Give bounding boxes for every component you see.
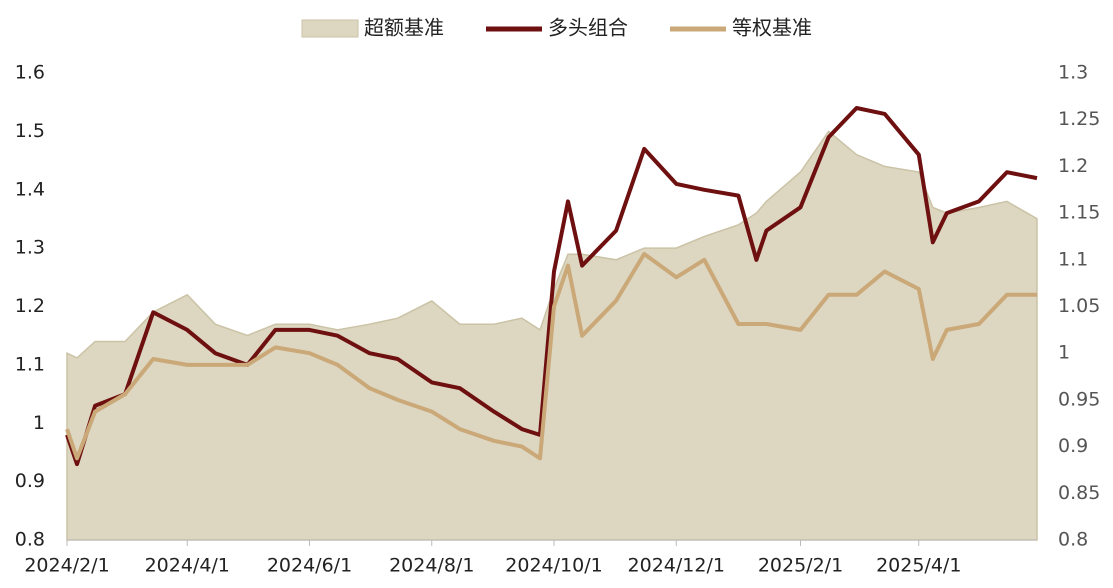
y2-tick-label: 0.9	[1058, 435, 1088, 457]
y-tick-label: 0.9	[15, 470, 45, 492]
y-tick-label: 1.2	[15, 295, 45, 317]
y2-tick-label: 1.05	[1058, 295, 1100, 317]
y2-tick-label: 1.2	[1058, 155, 1088, 177]
x-tick-label: 2025/2/1	[758, 555, 843, 577]
y-tick-label: 1	[33, 412, 45, 434]
y-tick-label: 1.4	[15, 178, 45, 200]
y-tick-label: 1.1	[15, 353, 45, 375]
x-tick-label: 2024/10/1	[505, 555, 602, 577]
x-tick-label: 2024/2/1	[24, 555, 109, 577]
y2-tick-label: 0.85	[1058, 482, 1100, 504]
x-tick-label: 2024/8/1	[389, 555, 474, 577]
y-tick-label: 1.6	[15, 62, 45, 84]
legend-label: 多头组合	[548, 16, 628, 40]
legend-label: 等权基准	[732, 16, 812, 40]
y2-tick-label: 1.1	[1058, 248, 1088, 270]
x-tick-label: 2024/12/1	[628, 555, 725, 577]
x-tick-label: 2024/4/1	[145, 555, 230, 577]
y2-tick-label: 0.95	[1058, 388, 1100, 410]
y2-tick-label: 0.8	[1058, 529, 1088, 551]
y2-tick-label: 1.15	[1058, 202, 1100, 224]
y2-tick-label: 1.3	[1058, 62, 1088, 84]
y-tick-label: 1.5	[15, 120, 45, 142]
y-tick-label: 1.3	[15, 237, 45, 259]
y2-tick-label: 1	[1058, 342, 1070, 364]
legend-swatch	[301, 19, 359, 38]
legend-label: 超额基准	[364, 16, 444, 40]
x-tick-label: 2025/4/1	[876, 555, 961, 577]
line	[65, 106, 1038, 467]
x-tick-label: 2024/6/1	[267, 555, 352, 577]
y2-tick-label: 1.25	[1058, 108, 1100, 130]
line	[65, 252, 1037, 461]
y-tick-label: 0.8	[15, 529, 45, 551]
